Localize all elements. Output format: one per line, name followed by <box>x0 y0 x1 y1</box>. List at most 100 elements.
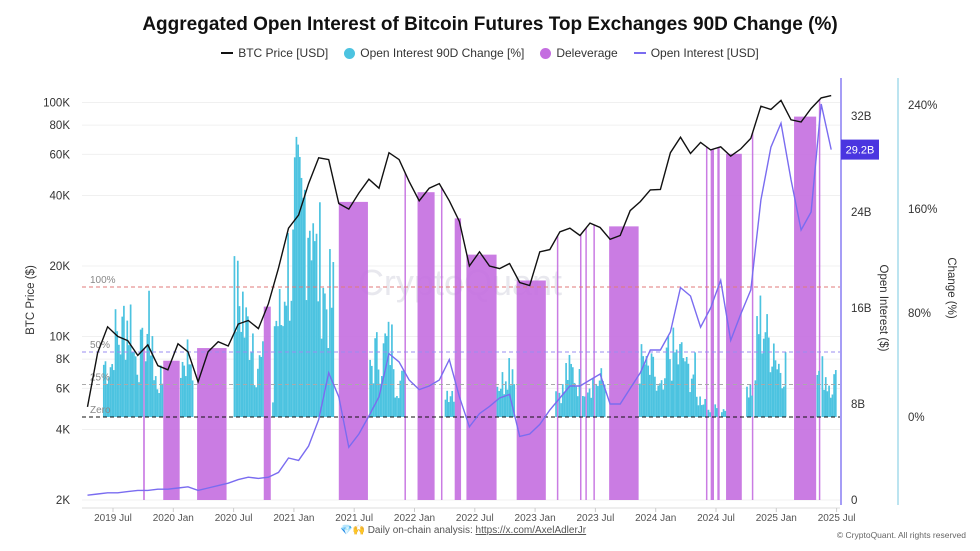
oi-change-bar <box>644 364 646 417</box>
oi-change-bar <box>602 380 604 417</box>
oi-change-bar <box>310 260 313 417</box>
y-left-tick-label: 100K <box>43 97 70 109</box>
oi-change-bar <box>236 260 239 417</box>
oi-change-bar <box>560 403 562 417</box>
open-interest-line <box>87 103 832 496</box>
oi-change-bar <box>375 332 378 417</box>
oi-change-bar <box>102 364 105 417</box>
oi-change-bar <box>183 365 186 417</box>
y-change-tick-label: 240% <box>908 100 937 112</box>
author-link[interactable]: https://x.com/AxelAdlerJr <box>475 525 587 536</box>
y-oi-tick-label: 0 <box>851 495 857 507</box>
oi-change-bar <box>292 229 294 417</box>
oi-change-bar <box>123 305 125 417</box>
oi-change-bar <box>107 377 110 417</box>
reference-label: 100% <box>90 275 116 286</box>
oi-change-bar <box>283 301 286 417</box>
oi-change-bar <box>746 386 748 417</box>
oi-change-bar <box>379 383 382 417</box>
oi-change-bar <box>394 397 397 417</box>
oi-change-bar <box>156 389 159 417</box>
y-left-axis-label: BTC Price ($) <box>25 265 37 335</box>
oi-change-bar <box>305 300 308 417</box>
oi-change-bar <box>508 358 511 417</box>
oi-change-bar <box>583 396 586 417</box>
oi-change-bar <box>652 356 655 417</box>
oi-change-bar <box>582 395 584 417</box>
y-left-tick-label: 80K <box>50 120 71 132</box>
oi-change-bar <box>278 289 281 417</box>
oi-change-bar <box>116 331 119 417</box>
oi-change-bar <box>181 361 184 417</box>
y-left-tick-label: 4K <box>56 425 70 437</box>
oi-change-bar <box>694 352 696 417</box>
oi-change-bar <box>453 401 455 417</box>
legend-item-open-interest[interactable]: Open Interest [USD] <box>633 46 759 60</box>
oi-change-bar <box>114 309 117 417</box>
oi-change-bar <box>587 392 589 417</box>
oi-change-bar <box>695 396 698 417</box>
legend-item-deleverage[interactable]: Deleverage <box>540 46 618 60</box>
x-tick-label: 2024 Jan <box>635 513 676 524</box>
deleverage-bar <box>143 348 145 500</box>
x-tick-label: 2025 Jan <box>756 513 797 524</box>
deleverage-bar <box>705 146 708 500</box>
oi-change-bar <box>248 360 251 417</box>
deleverage-bar <box>726 153 742 500</box>
oi-change-bar <box>372 383 375 417</box>
oi-change-bar <box>823 389 825 417</box>
deleverage-bar <box>454 218 462 501</box>
oi-change-bar <box>783 386 785 417</box>
oi-change-bar <box>764 332 767 417</box>
x-tick-label: 2021 Jan <box>273 513 314 524</box>
oi-change-bar <box>679 344 681 417</box>
oi-change-bar <box>555 391 557 417</box>
oi-change-bar <box>329 249 331 417</box>
oi-change-bar <box>396 396 398 417</box>
deleverage-bar <box>609 226 639 500</box>
oi-change-bar <box>598 380 601 417</box>
oi-change-bar <box>771 366 773 417</box>
oi-change-bar <box>776 369 778 417</box>
oi-change-bar <box>724 410 727 417</box>
oi-change-bar <box>188 364 191 417</box>
oi-change-bar <box>307 237 310 417</box>
oi-change-bar <box>448 402 450 417</box>
legend-item-oi-change[interactable]: Open Interest 90D Change [%] <box>344 46 524 60</box>
y-left-tick-label: 20K <box>50 261 71 273</box>
deleverage-bar <box>404 172 406 500</box>
chart-title: Aggregated Open Interest of Bitcoin Futu… <box>142 14 838 35</box>
x-tick-label: 2020 Jul <box>215 513 253 524</box>
oi-change-bar <box>124 359 127 417</box>
oi-change-bar <box>831 394 834 417</box>
oi-change-bar <box>149 355 152 417</box>
oi-change-bar <box>716 408 718 417</box>
oi-change-bar <box>588 388 591 417</box>
oi-change-bar <box>319 202 321 417</box>
x-tick-label: 2022 Jan <box>394 513 435 524</box>
oi-change-bar <box>571 367 574 417</box>
oi-change-bar <box>834 370 837 417</box>
oi-change-bar <box>285 305 288 417</box>
oi-change-bar <box>391 324 393 417</box>
oi-change-bar <box>826 391 829 417</box>
oi-change-bar <box>287 232 289 417</box>
oi-change-bar <box>677 364 680 417</box>
deleverage-bar <box>440 187 443 500</box>
oi-change-bar <box>575 386 577 417</box>
oi-change-bar <box>828 385 830 417</box>
deleverage-bar <box>794 116 817 500</box>
y-left-tick-label: 40K <box>50 191 71 203</box>
y-left-tick-label: 60K <box>50 149 71 161</box>
oi-change-bar <box>707 409 710 417</box>
x-tick-label: 2023 Jan <box>515 513 556 524</box>
oi-change-bar <box>401 370 403 417</box>
oi-change-bar <box>272 402 274 417</box>
oi-change-bar <box>769 372 772 417</box>
legend-item-btc-price[interactable]: BTC Price [USD] <box>221 46 328 60</box>
oi-change-bar <box>699 396 701 417</box>
oi-change-bar <box>689 392 691 417</box>
oi-change-bar <box>649 374 651 417</box>
oi-change-bar <box>320 338 323 417</box>
oi-change-bar <box>595 383 598 417</box>
